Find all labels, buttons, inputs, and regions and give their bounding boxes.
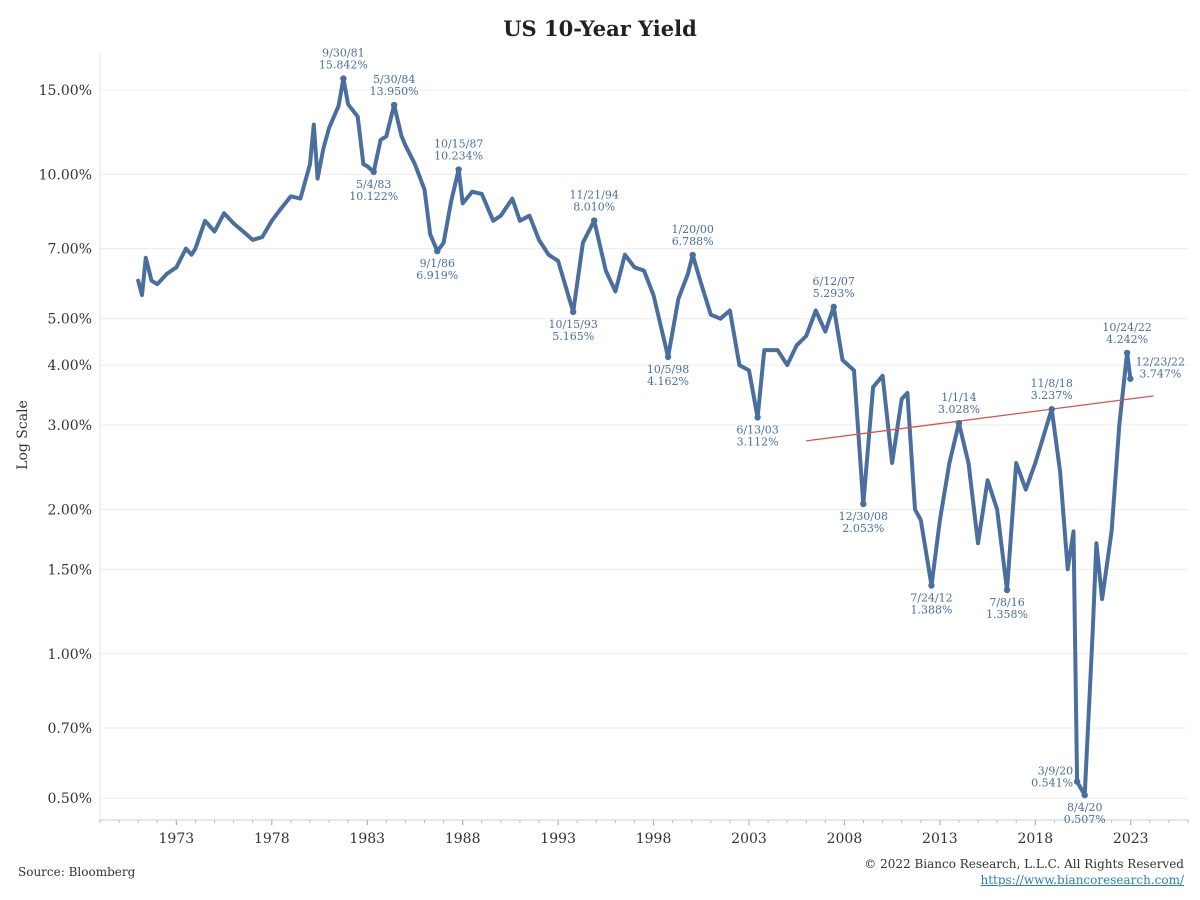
annotation-marker bbox=[689, 251, 696, 259]
y-tick-label: 7.00% bbox=[48, 242, 92, 258]
annotation-date: 5/4/83 bbox=[356, 178, 391, 191]
annotation-date: 10/5/98 bbox=[647, 363, 689, 376]
annotation-value: 4.242% bbox=[1106, 333, 1148, 346]
annotation-marker bbox=[370, 168, 377, 176]
annotation-value: 1.388% bbox=[910, 603, 952, 616]
annotation-date: 1/20/00 bbox=[671, 223, 713, 236]
annotation-value: 0.507% bbox=[1064, 813, 1106, 826]
annotation-value: 3.237% bbox=[1031, 389, 1073, 402]
x-tick-label: 2003 bbox=[731, 831, 767, 847]
x-tick-label: 1993 bbox=[540, 831, 576, 847]
trend-line bbox=[806, 395, 1154, 442]
annotation-marker bbox=[1081, 791, 1088, 799]
annotation-date: 5/30/84 bbox=[373, 73, 415, 86]
annotation-value: 8.010% bbox=[573, 201, 615, 214]
annotation-marker bbox=[340, 75, 347, 82]
annotation-date: 10/24/22 bbox=[1102, 321, 1151, 334]
annotation-marker bbox=[1003, 586, 1011, 594]
annotation-marker bbox=[1048, 406, 1055, 413]
x-tick-label: 1988 bbox=[445, 831, 481, 847]
x-tick-label: 1998 bbox=[636, 831, 672, 847]
y-tick-label: 10.00% bbox=[39, 167, 92, 183]
annotation-marker bbox=[754, 414, 761, 421]
annotation-marker bbox=[590, 217, 598, 224]
y-tick-label: 0.50% bbox=[48, 791, 92, 807]
annotation-marker bbox=[569, 308, 577, 316]
annotation-marker bbox=[455, 166, 462, 173]
x-tick-label: 1978 bbox=[254, 831, 290, 847]
annotation-value: 15.842% bbox=[319, 59, 368, 72]
y-tick-label: 5.00% bbox=[48, 312, 92, 328]
annotation-value: 3.747% bbox=[1139, 368, 1181, 381]
annotation-value: 10.122% bbox=[349, 190, 398, 203]
website-link[interactable]: https://www.biancoresearch.com/ bbox=[980, 873, 1184, 887]
annotation-date: 7/24/12 bbox=[910, 591, 952, 604]
annotation-value: 4.162% bbox=[647, 375, 689, 388]
y-tick-label: 1.50% bbox=[48, 562, 92, 578]
x-tick-label: 2008 bbox=[827, 831, 863, 847]
x-tick-label: 1973 bbox=[159, 831, 195, 847]
y-tick-label: 2.00% bbox=[48, 502, 92, 518]
grid-layer bbox=[100, 89, 1188, 799]
annotation-date: 3/9/20 bbox=[1038, 765, 1073, 778]
annotation-date: 9/30/81 bbox=[322, 47, 364, 60]
annotation-value: 3.028% bbox=[938, 403, 980, 416]
annotation-value: 13.950% bbox=[370, 85, 419, 98]
annotation-marker bbox=[664, 353, 672, 361]
annotation-marker bbox=[928, 582, 935, 589]
annotation-value: 3.112% bbox=[737, 435, 779, 448]
annotation-value: 6.919% bbox=[416, 269, 458, 282]
annotation-date: 11/21/94 bbox=[569, 189, 618, 202]
annotation-marker bbox=[1123, 349, 1131, 357]
annotation-marker bbox=[830, 303, 837, 311]
annotation-date: 10/15/87 bbox=[434, 138, 483, 151]
x-tick-label: 2013 bbox=[922, 831, 958, 847]
chart-title: US 10-Year Yield bbox=[503, 16, 697, 41]
y-tick-label: 15.00% bbox=[39, 83, 92, 99]
annotation-date: 1/1/14 bbox=[941, 391, 976, 404]
annotation-marker bbox=[1127, 375, 1134, 382]
annotation-marker bbox=[1073, 778, 1081, 785]
annotation-date: 10/15/93 bbox=[548, 318, 597, 331]
copyright-note: © 2022 Bianco Research, L.L.C. All Right… bbox=[864, 857, 1184, 871]
source-note: Source: Bloomberg bbox=[18, 865, 136, 879]
axis-layer: 0.50% 0.70% 1.00% 1.50% 2.00% 3.00% 4.00% 5.00%… bbox=[39, 52, 1189, 847]
y-tick-label: 1.00% bbox=[48, 647, 92, 663]
annotation-date: 6/13/03 bbox=[736, 423, 778, 436]
annotation-value: 5.165% bbox=[552, 330, 594, 343]
annotation-value: 1.358% bbox=[986, 608, 1028, 621]
series-layer bbox=[136, 76, 1154, 798]
marker-layer bbox=[340, 75, 1134, 799]
annotation-date: 12/30/08 bbox=[839, 510, 888, 523]
annotation-date: 8/4/20 bbox=[1067, 801, 1102, 814]
annotation-marker bbox=[434, 247, 441, 255]
annotation-date: 11/8/18 bbox=[1031, 377, 1073, 390]
annotation-value: 6.788% bbox=[672, 235, 714, 248]
annotation-value: 2.053% bbox=[842, 522, 884, 535]
annotation-date: 9/1/86 bbox=[420, 257, 455, 270]
annotation-marker bbox=[390, 101, 398, 109]
y-tick-label: 0.70% bbox=[48, 721, 92, 737]
x-tick-label: 2023 bbox=[1113, 831, 1149, 847]
annotation-value: 10.234% bbox=[434, 150, 483, 163]
annotation-date: 7/8/16 bbox=[989, 596, 1024, 609]
annotation-date: 12/23/22 bbox=[1136, 356, 1185, 369]
annotation-marker bbox=[860, 500, 867, 508]
y-tick-label: 4.00% bbox=[48, 358, 92, 374]
y-tick-label: 3.00% bbox=[48, 418, 92, 434]
x-tick-label: 1983 bbox=[349, 831, 385, 847]
annotation-date: 6/12/07 bbox=[813, 275, 855, 288]
annotation-value: 0.541% bbox=[1031, 777, 1073, 790]
y-axis-title: Log Scale bbox=[15, 400, 31, 470]
annotation-value: 5.293% bbox=[813, 287, 855, 300]
annotation-marker bbox=[955, 419, 963, 427]
yield-line bbox=[136, 76, 1133, 798]
x-tick-label: 2018 bbox=[1017, 831, 1053, 847]
